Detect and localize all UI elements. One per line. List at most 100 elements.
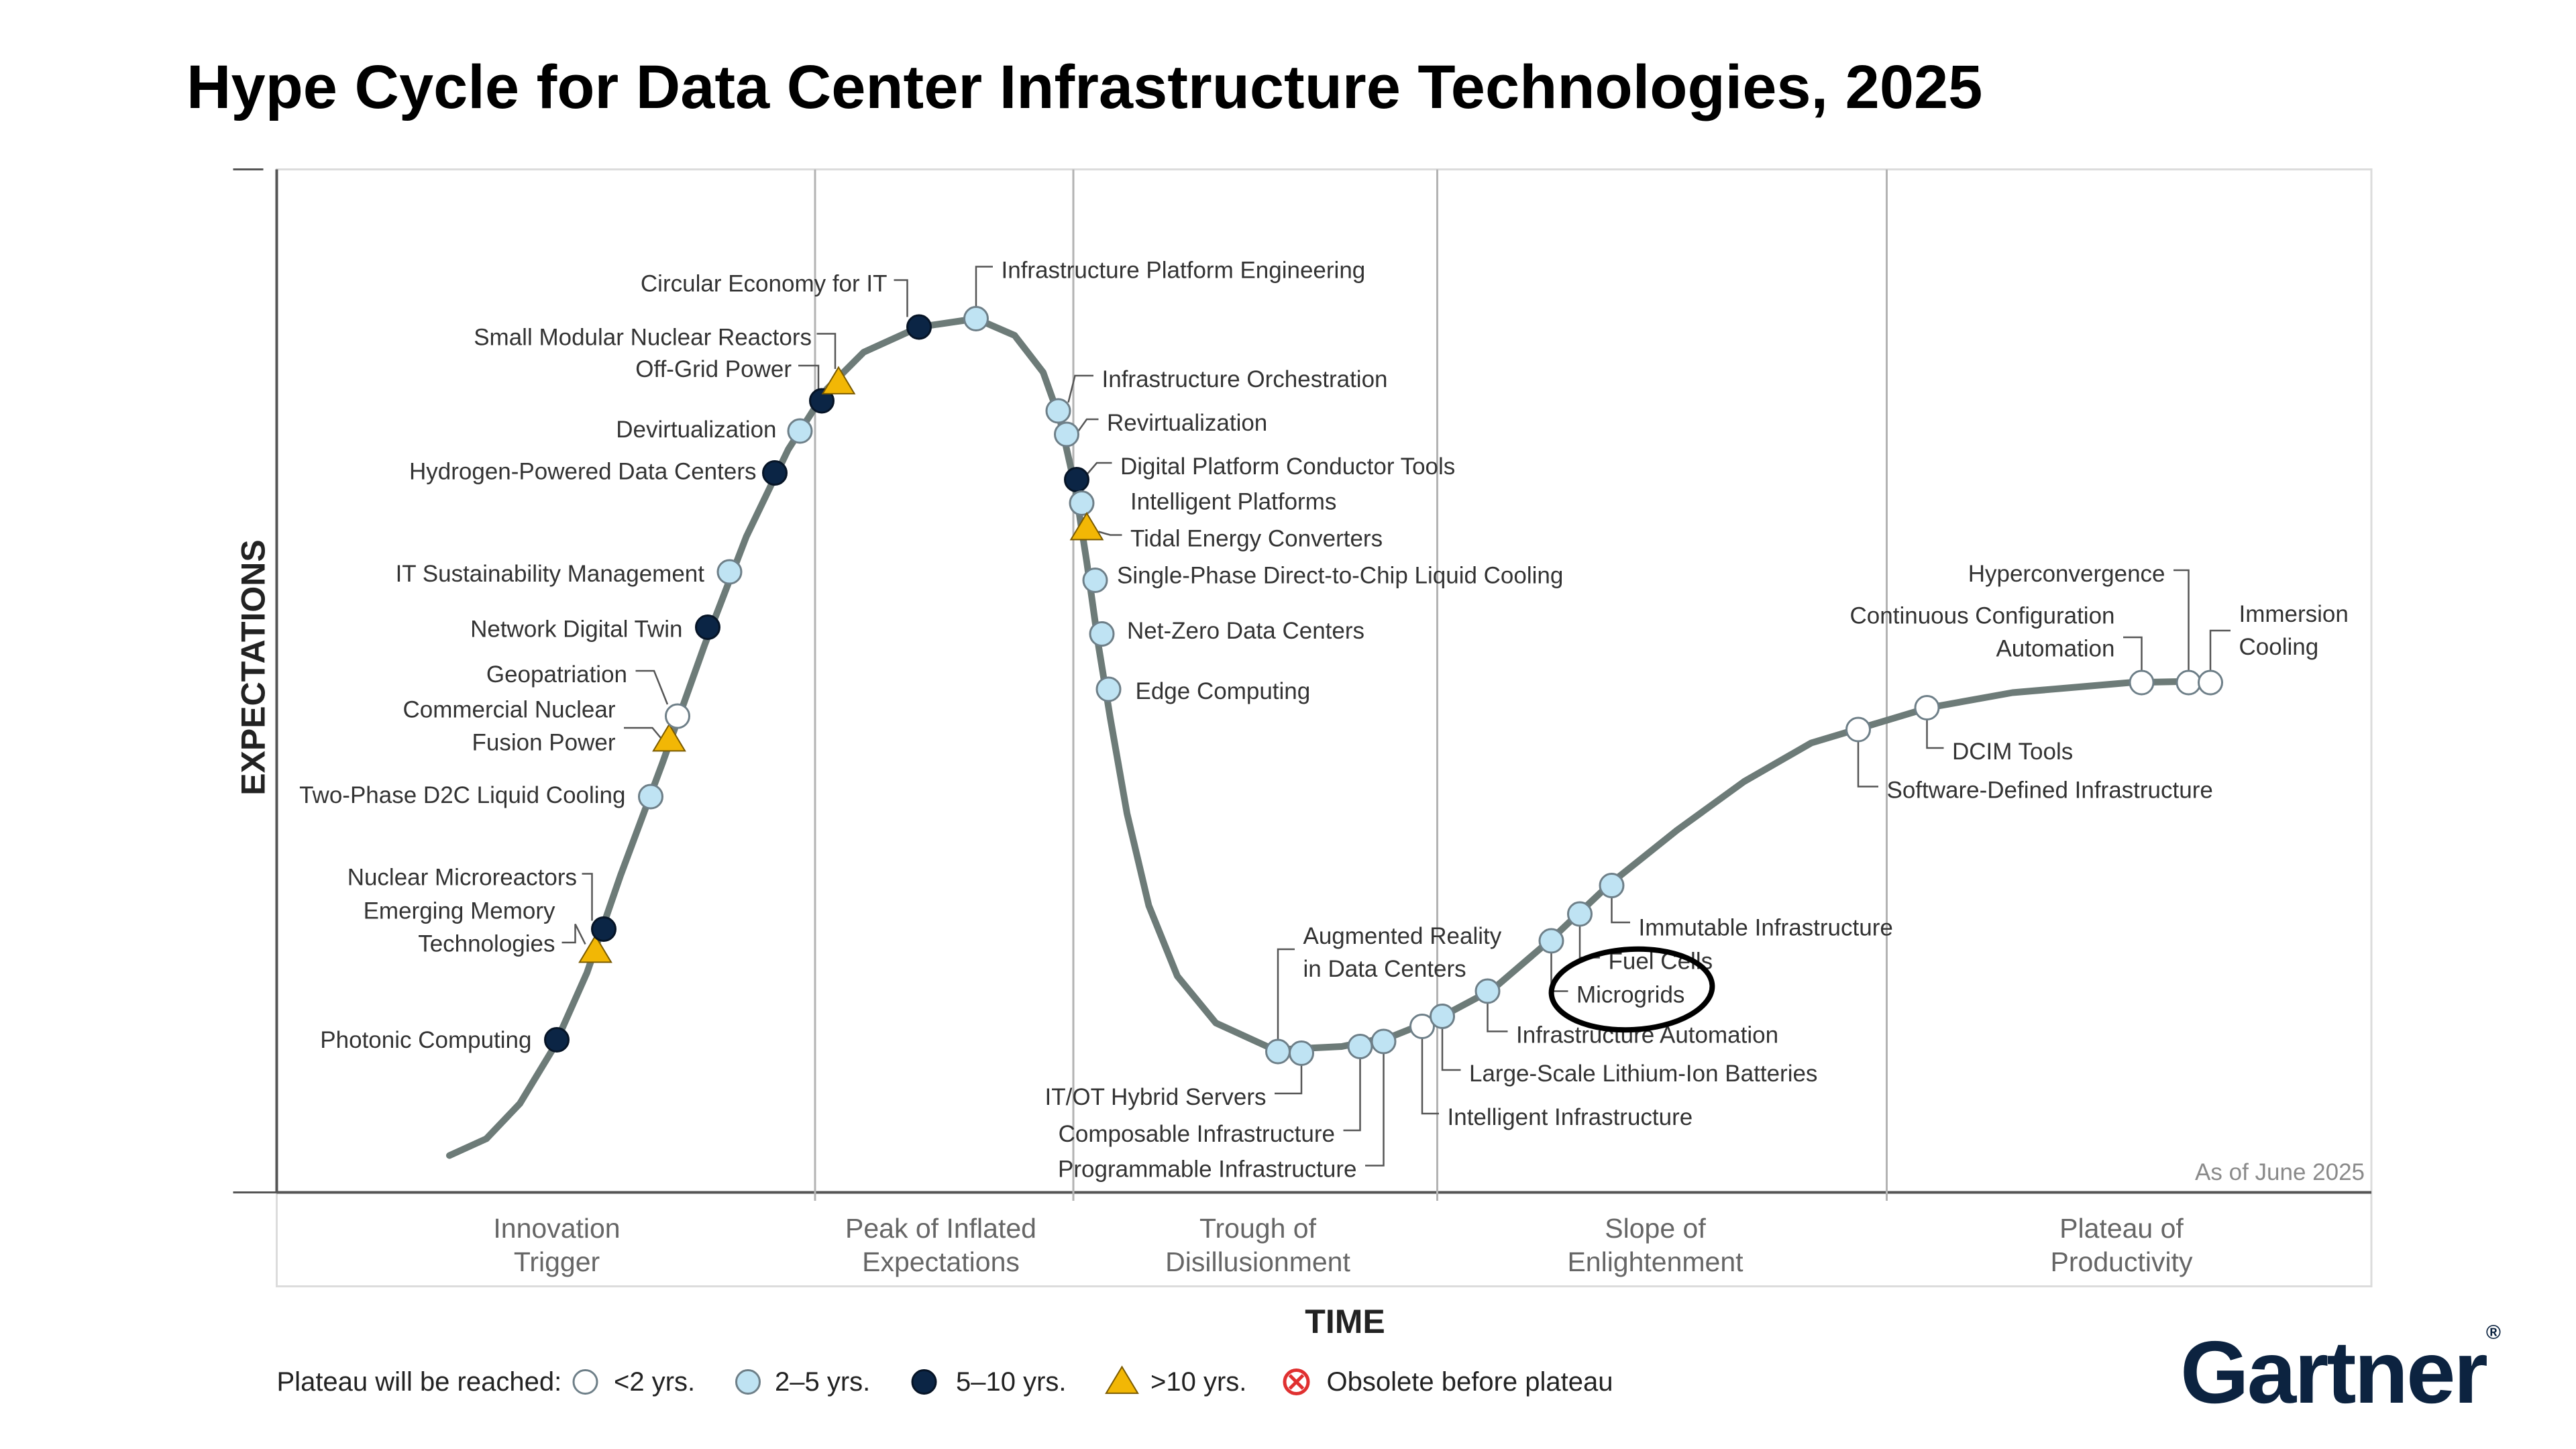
leader-continuous-configuration-automation [2123, 636, 2143, 671]
marker-composable-infrastructure [1347, 1034, 1373, 1059]
leader-immersion-cooling [2209, 629, 2231, 671]
label-edge-computing: Edge Computing [1136, 678, 1311, 704]
legend-yellow-triangle-icon [1105, 1365, 1139, 1394]
leader-emerging-memory-technologies [561, 923, 586, 945]
label-photonic-computing: Photonic Computing [320, 1027, 531, 1053]
marker-immersion-cooling [2198, 669, 2223, 696]
marker-infrastructure-platform-engineering [963, 306, 989, 331]
marker-devirtualization [787, 418, 813, 444]
marker-large-scale-lithium-ion-batteries [1430, 1004, 1455, 1029]
label-emerging-memory-technologies: Emerging Memory Technologies [364, 898, 555, 957]
marker-augmented-reality-in-data-centers [1265, 1038, 1291, 1065]
leader-dcim-tools [1926, 719, 1944, 749]
marker-net-zero-data-centers [1089, 621, 1115, 647]
marker-two-phase-d2c-liquid-cooling [638, 784, 663, 810]
label-dcim-tools: DCIM Tools [1952, 739, 2073, 765]
marker-circular-economy-for-it [906, 314, 932, 340]
legend-hollow-circle-icon [572, 1369, 598, 1395]
label-microgrids: Microgrids [1576, 981, 1684, 1008]
marker-software-defined-infrastructure [1845, 716, 1871, 743]
label-single-phase-direct-to-chip-liquid-cooling: Single-Phase Direct-to-Chip Liquid Cooli… [1117, 562, 1563, 588]
marker-revirtualization [1054, 421, 1079, 447]
label-programmable-infrastructure: Programmable Infrastructure [1058, 1156, 1356, 1182]
label-hyperconvergence: Hyperconvergence [1968, 561, 2165, 587]
label-intelligent-infrastructure: Intelligent Infrastructure [1448, 1104, 1693, 1130]
legend-label-lt2: <2 yrs. [614, 1367, 695, 1397]
leader-augmented-reality-in-data-centers [1277, 948, 1295, 1040]
marker-continuous-configuration-automation [2129, 669, 2155, 696]
label-infrastructure-platform-engineering: Infrastructure Platform Engineering [1002, 257, 1366, 283]
marker-programmable-infrastructure [1371, 1028, 1397, 1055]
marker-intelligent-infrastructure [1409, 1014, 1435, 1039]
legend: Plateau will be reached: <2 yrs. 2–5 yrs. 5… [277, 1365, 1613, 1397]
axes-titles: EXPECTATIONS TIME As of June 2025 [235, 539, 2365, 1340]
marker-it-ot-hybrid-servers [1289, 1040, 1314, 1066]
leader-digital-platform-conductor-tools [1086, 462, 1112, 476]
marker-fuel-cells [1567, 901, 1593, 927]
leader-large-scale-lithium-ion-batteries [1441, 1028, 1461, 1071]
marker-immutable-infrastructure [1599, 873, 1625, 898]
marker-hydrogen-powered-data-centers [762, 460, 788, 486]
label-nuclear-microreactors: Nuclear Microreactors [347, 864, 577, 890]
chart-frame [233, 168, 2373, 1287]
legend-dark-navy-circle-icon [911, 1369, 937, 1395]
leader-infrastructure-platform-engineering [975, 266, 993, 307]
gartner-logo: Gartner® [2180, 1322, 2501, 1423]
leader-circular-economy-for-it [894, 279, 908, 317]
registered-mark: ® [2485, 1322, 2501, 1344]
y-axis-title: EXPECTATIONS [235, 539, 272, 796]
marker-intelligent-platforms [1069, 490, 1095, 516]
as-of-date: As of June 2025 [2195, 1159, 2365, 1185]
leader-it-ot-hybrid-servers [1275, 1065, 1303, 1095]
label-net-zero-data-centers: Net-Zero Data Centers [1127, 618, 1364, 644]
label-revirtualization: Revirtualization [1107, 410, 1267, 436]
leader-infrastructure-automation [1487, 1003, 1508, 1032]
label-continuous-configuration-automation: Continuous Configuration Automation [1850, 602, 2115, 661]
technology-labels: Photonic Computing Emerging Memory Technol… [299, 257, 2349, 1182]
label-large-scale-lithium-ion-batteries: Large-Scale Lithium-Ion Batteries [1469, 1061, 1817, 1087]
leader-revirtualization [1077, 418, 1099, 432]
marker-geopatriation [665, 703, 690, 729]
marker-commercial-nuclear-fusion-power [652, 723, 686, 752]
label-infrastructure-automation: Infrastructure Automation [1516, 1022, 1778, 1048]
page-title: Hype Cycle for Data Center Infrastructur… [186, 53, 1983, 121]
phase-label-trough-of-disillusionment: Trough of Disillusionment [1165, 1213, 1350, 1277]
marker-small-modular-nuclear-reactors [821, 366, 856, 394]
leader-infrastructure-orchestration [1067, 374, 1093, 403]
legend-label-y5to10: 5–10 yrs. [956, 1367, 1067, 1397]
legend-title: Plateau will be reached: [277, 1367, 562, 1397]
phase-label-peak-of-inflated-expectations: Peak of Inflated Expectations [845, 1213, 1036, 1277]
label-immutable-infrastructure: Immutable Infrastructure [1639, 914, 1893, 941]
label-commercial-nuclear-fusion-power: Commercial Nuclear Fusion Power [402, 696, 615, 755]
annotations [1548, 946, 1715, 1033]
leader-hyperconvergence [2174, 569, 2190, 671]
label-it-sustainability-management: IT Sustainability Management [396, 561, 705, 587]
marker-network-digital-twin [695, 614, 720, 640]
marker-digital-platform-conductor-tools [1064, 467, 1089, 492]
label-intelligent-platforms: Intelligent Platforms [1130, 488, 1336, 515]
legend-label-gt10: >10 yrs. [1150, 1367, 1246, 1397]
leader-immutable-infrastructure [1611, 897, 1630, 924]
phase-label-slope-of-enlightenment: Slope of Enlightenment [1567, 1213, 1743, 1277]
leader-small-modular-nuclear-reactors [816, 333, 837, 369]
marker-single-phase-direct-to-chip-liquid-cooling [1082, 568, 1108, 593]
leader-composable-infrastructure [1343, 1058, 1361, 1132]
label-it-ot-hybrid-servers: IT/OT Hybrid Servers [1045, 1084, 1267, 1110]
hype-curve [446, 315, 2217, 1159]
leader-tidal-energy-converters [1098, 531, 1122, 536]
label-small-modular-nuclear-reactors: Small Modular Nuclear Reactors [474, 324, 812, 350]
legend-light-blue-circle-icon [735, 1369, 761, 1395]
label-digital-platform-conductor-tools: Digital Platform Conductor Tools [1120, 453, 1455, 480]
leader-nuclear-microreactors [582, 873, 593, 921]
marker-nuclear-microreactors [591, 916, 616, 942]
hype-curve-line [446, 315, 2217, 1159]
marker-microgrids [1538, 928, 1564, 954]
phase-label-plateau-of-productivity: Plateau of Productivity [2051, 1213, 2193, 1277]
label-two-phase-d2c-liquid-cooling: Two-Phase D2C Liquid Cooling [299, 782, 625, 808]
leader-software-defined-infrastructure [1857, 741, 1878, 788]
marker-hyperconvergence [2176, 669, 2202, 696]
leader-commercial-nuclear-fusion-power [624, 727, 661, 739]
label-network-digital-twin: Network Digital Twin [470, 616, 682, 642]
marker-dcim-tools [1914, 695, 1940, 720]
